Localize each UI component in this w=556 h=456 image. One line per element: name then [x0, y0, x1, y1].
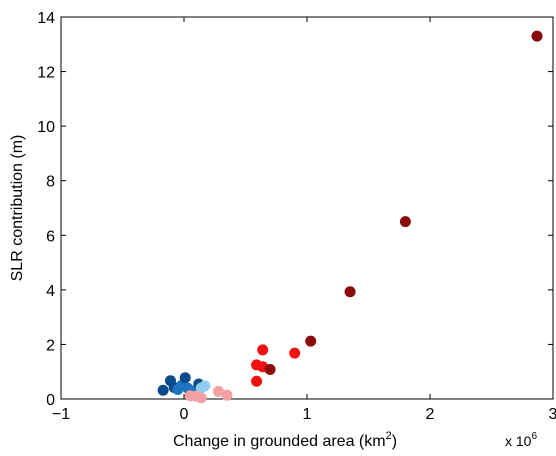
y-tick-label: 4	[46, 283, 55, 300]
y-tick-label: 0	[46, 392, 55, 409]
data-point	[289, 347, 301, 359]
data-point	[251, 375, 263, 387]
x-tick-label: 2	[426, 406, 435, 423]
x-tick-label: 3	[549, 406, 556, 423]
data-point	[399, 216, 411, 228]
x-tick-label: 0	[180, 406, 189, 423]
data-point	[179, 372, 191, 384]
data-point	[531, 30, 543, 42]
axis-ticks	[60, 16, 554, 400]
data-point	[199, 380, 211, 392]
y-tick-label: 6	[46, 228, 55, 245]
x-tick-label: 1	[303, 406, 312, 423]
x-axis-label: Change in grounded area (km2)	[173, 430, 397, 450]
x-axis-multiplier-exponent: 6	[531, 431, 537, 442]
data-point	[212, 385, 224, 397]
y-tick-label: 12	[37, 65, 55, 82]
y-tick-label: 2	[46, 337, 55, 354]
data-point	[257, 344, 269, 356]
data-point	[195, 392, 207, 404]
plot-area	[60, 16, 554, 400]
x-axis-multiplier: x 106	[505, 431, 537, 449]
x-tick-label: −1	[52, 406, 70, 423]
y-tick-label: 14	[37, 10, 55, 27]
data-point	[344, 286, 356, 298]
data-points	[157, 30, 543, 404]
y-axis-label: SLR contribution (m)	[9, 135, 26, 282]
x-tick-labels: −1 0 1 2 3	[52, 406, 556, 423]
y-tick-label: 10	[37, 119, 55, 136]
y-tick-labels: 0 2 4 6 8 10 12 14	[37, 10, 55, 409]
data-point	[264, 364, 276, 376]
data-point	[221, 389, 233, 401]
data-point	[157, 384, 169, 396]
x-axis-label-superscript: 2	[386, 430, 392, 442]
y-tick-label: 8	[46, 174, 55, 191]
data-point	[305, 335, 317, 347]
